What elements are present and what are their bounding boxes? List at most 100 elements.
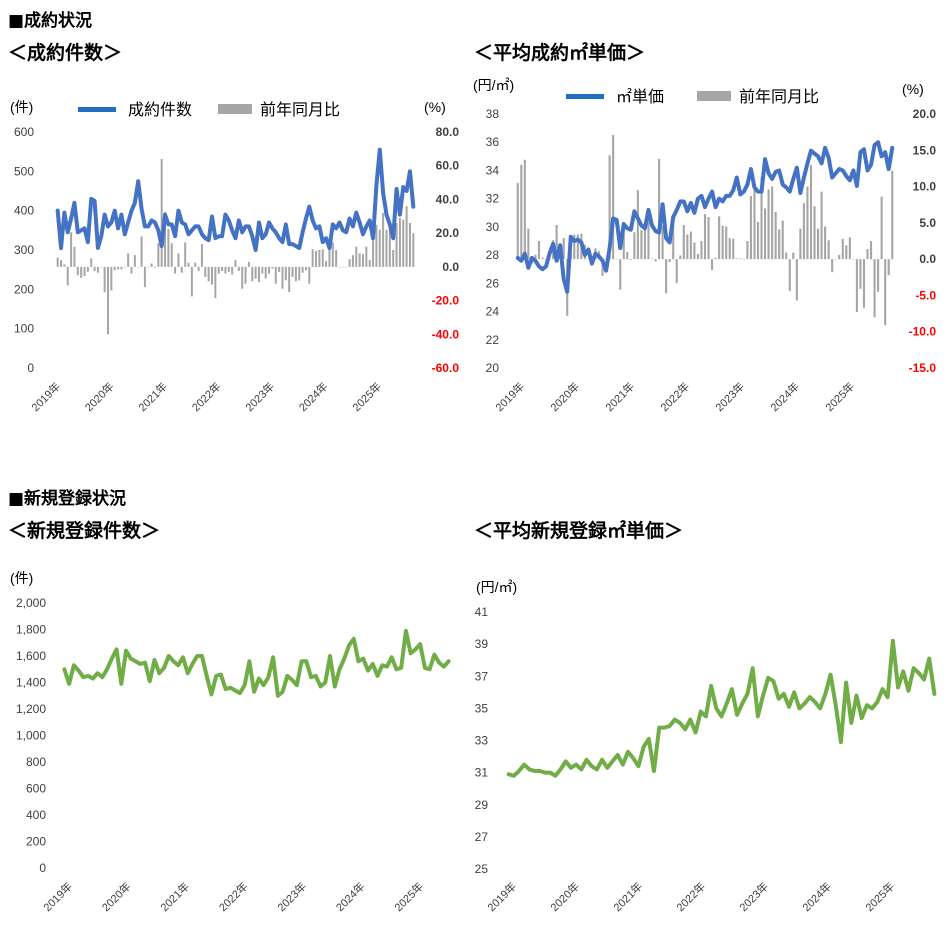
line-point: [343, 657, 346, 660]
yoy-bar: [654, 259, 657, 262]
line-point: [788, 190, 791, 193]
line-point: [534, 259, 537, 262]
yoy-bar: [190, 266, 193, 297]
line-point: [144, 225, 146, 228]
yoy-bar: [405, 206, 408, 267]
line-point: [863, 148, 865, 151]
line-point: [824, 693, 827, 695]
line-point: [111, 657, 113, 660]
line-point: [566, 291, 569, 293]
yoy-bar: [398, 217, 401, 267]
yoy-bar: [257, 266, 260, 283]
yoy-bar: [325, 260, 328, 267]
line-point: [163, 667, 165, 669]
line-point: [201, 233, 203, 236]
line-point: [414, 648, 417, 651]
line-point: [555, 259, 558, 262]
line-point: [580, 768, 583, 771]
line-point: [619, 247, 622, 249]
line-point: [606, 767, 609, 769]
yoy-bar: [271, 266, 274, 269]
yoy-bar: [301, 266, 304, 273]
line-point: [884, 151, 886, 153]
line-point: [63, 211, 66, 214]
line-point: [808, 696, 811, 698]
line-point: [438, 661, 440, 664]
yoy-bar: [795, 259, 798, 301]
line-point: [594, 252, 597, 255]
y-tick-label: 38: [486, 107, 500, 121]
yoy-bar: [601, 259, 604, 276]
yoy-bar: [187, 262, 190, 267]
line-point: [137, 180, 139, 182]
yoy-bar: [164, 212, 167, 267]
yoy-bar: [859, 259, 862, 289]
line-point: [301, 231, 304, 234]
line-point: [531, 257, 533, 259]
yoy-bar: [640, 230, 643, 260]
x-tick-label: 2019年: [484, 879, 519, 914]
line-point: [264, 233, 267, 236]
line-point: [221, 235, 223, 238]
y-tick-label: 35: [475, 701, 489, 715]
line-point: [147, 225, 150, 228]
line-point: [615, 219, 618, 221]
line-point: [796, 166, 798, 169]
line-point: [315, 227, 317, 230]
line-point: [601, 758, 603, 761]
yoy-bar: [197, 266, 200, 272]
line-point: [746, 183, 749, 186]
y2-tick-label: -20.0: [432, 294, 460, 308]
yoy-bar: [184, 242, 187, 267]
yoy-bar: [63, 264, 66, 267]
series-line: [506, 638, 937, 778]
line-point: [405, 190, 408, 192]
line-point: [272, 656, 274, 659]
line-point: [841, 169, 844, 172]
legend-bar-swatch: [697, 91, 731, 101]
yoy-bar: [86, 266, 89, 272]
line-point: [433, 653, 436, 656]
line-point: [866, 704, 868, 706]
line-point: [90, 198, 93, 200]
yoy-bar: [378, 229, 381, 267]
line-point: [204, 237, 207, 239]
line-point: [591, 262, 593, 265]
y2-tick-label: 20.0: [913, 107, 937, 121]
line-point: [735, 176, 738, 179]
yoy-bar: [294, 266, 297, 282]
line-point: [559, 244, 561, 247]
line-point: [368, 219, 371, 222]
line-point: [665, 237, 667, 239]
line-point: [107, 225, 109, 228]
legend-label: 成約件数: [128, 101, 192, 119]
yoy-bar: [180, 266, 183, 273]
yoy-bar: [749, 196, 752, 260]
line-point: [675, 209, 678, 211]
line-point: [923, 678, 925, 681]
series-line: [55, 147, 416, 252]
line-point: [739, 193, 742, 196]
line-point: [640, 224, 643, 227]
yoy-bar: [753, 185, 756, 260]
y-tick-label: 1,600: [16, 649, 46, 663]
yoy-bar: [827, 240, 830, 260]
line-point: [548, 252, 551, 255]
yoy-bar: [587, 258, 590, 260]
yoy-bar: [365, 246, 368, 267]
line-point: [512, 775, 515, 777]
yoy-bar: [261, 266, 264, 274]
yoy-bar: [792, 252, 795, 260]
yoy-bar: [211, 266, 214, 285]
line-point: [870, 164, 872, 166]
yoy-bar: [523, 159, 526, 260]
yoy-bar: [70, 232, 73, 267]
yoy-bar: [887, 259, 890, 276]
line-point: [933, 693, 936, 695]
line-point: [632, 757, 635, 759]
yoy-bar: [278, 266, 281, 272]
yoy-bar: [83, 266, 86, 277]
yoy-bar: [150, 263, 153, 267]
yoy-bar: [224, 266, 227, 274]
line-point: [827, 156, 830, 159]
